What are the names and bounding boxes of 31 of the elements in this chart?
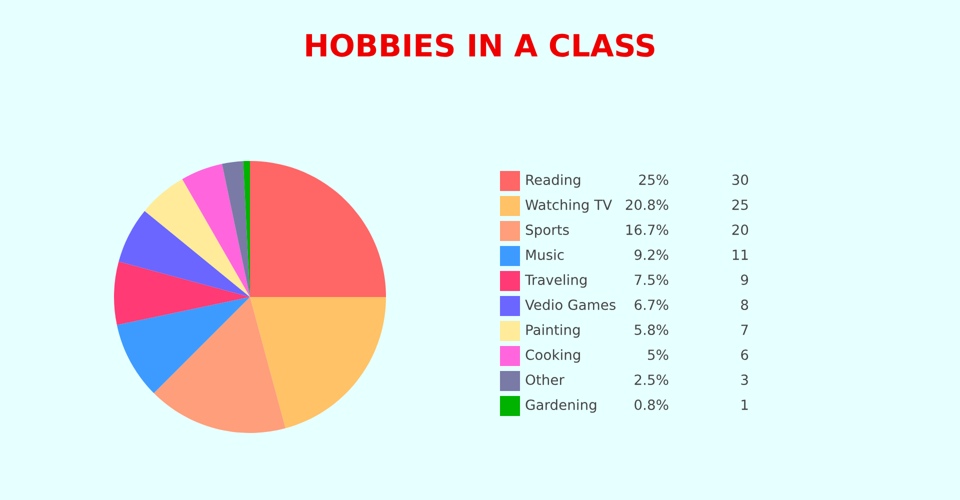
text: 11 — [732, 250, 748, 260]
legend-label: Cooking — [526, 349, 580, 363]
text: 25 — [732, 200, 748, 210]
data-label: 5.8% — [634, 324, 668, 336]
data-label: 5% — [648, 350, 668, 360]
data-label: 7.5% — [634, 274, 668, 286]
legend-label: Vedio Games — [525, 299, 616, 310]
data-label: 25% — [639, 174, 668, 186]
data-label: 20.8% — [626, 200, 668, 210]
legend-label: Painting — [526, 324, 580, 338]
chart-title: HOBBIES IN A CLASS — [306, 34, 654, 57]
legend-label: Traveling — [524, 274, 586, 288]
data-label: 6.7% — [634, 300, 668, 310]
data-label: 2.5% — [634, 374, 668, 386]
legend-label: Watching TV — [525, 199, 612, 213]
text: 7 — [741, 324, 748, 335]
data-label: 16.7% — [626, 224, 668, 236]
text: 30 — [732, 174, 748, 186]
text: 9 — [741, 274, 748, 286]
data-label: 0.8% — [634, 400, 668, 410]
text: 8 — [741, 300, 748, 310]
legend-label: Sports — [526, 224, 569, 238]
legend-label: Music — [526, 249, 564, 260]
data-label: 9.2% — [634, 250, 668, 260]
legend-label: Other — [526, 374, 564, 386]
legend-label: Gardening — [526, 399, 596, 413]
text: 20 — [732, 224, 748, 236]
legend-label: Reading — [526, 174, 580, 188]
text: 1 — [742, 400, 748, 410]
text: 6 — [741, 350, 748, 360]
text: 3 — [741, 374, 748, 386]
